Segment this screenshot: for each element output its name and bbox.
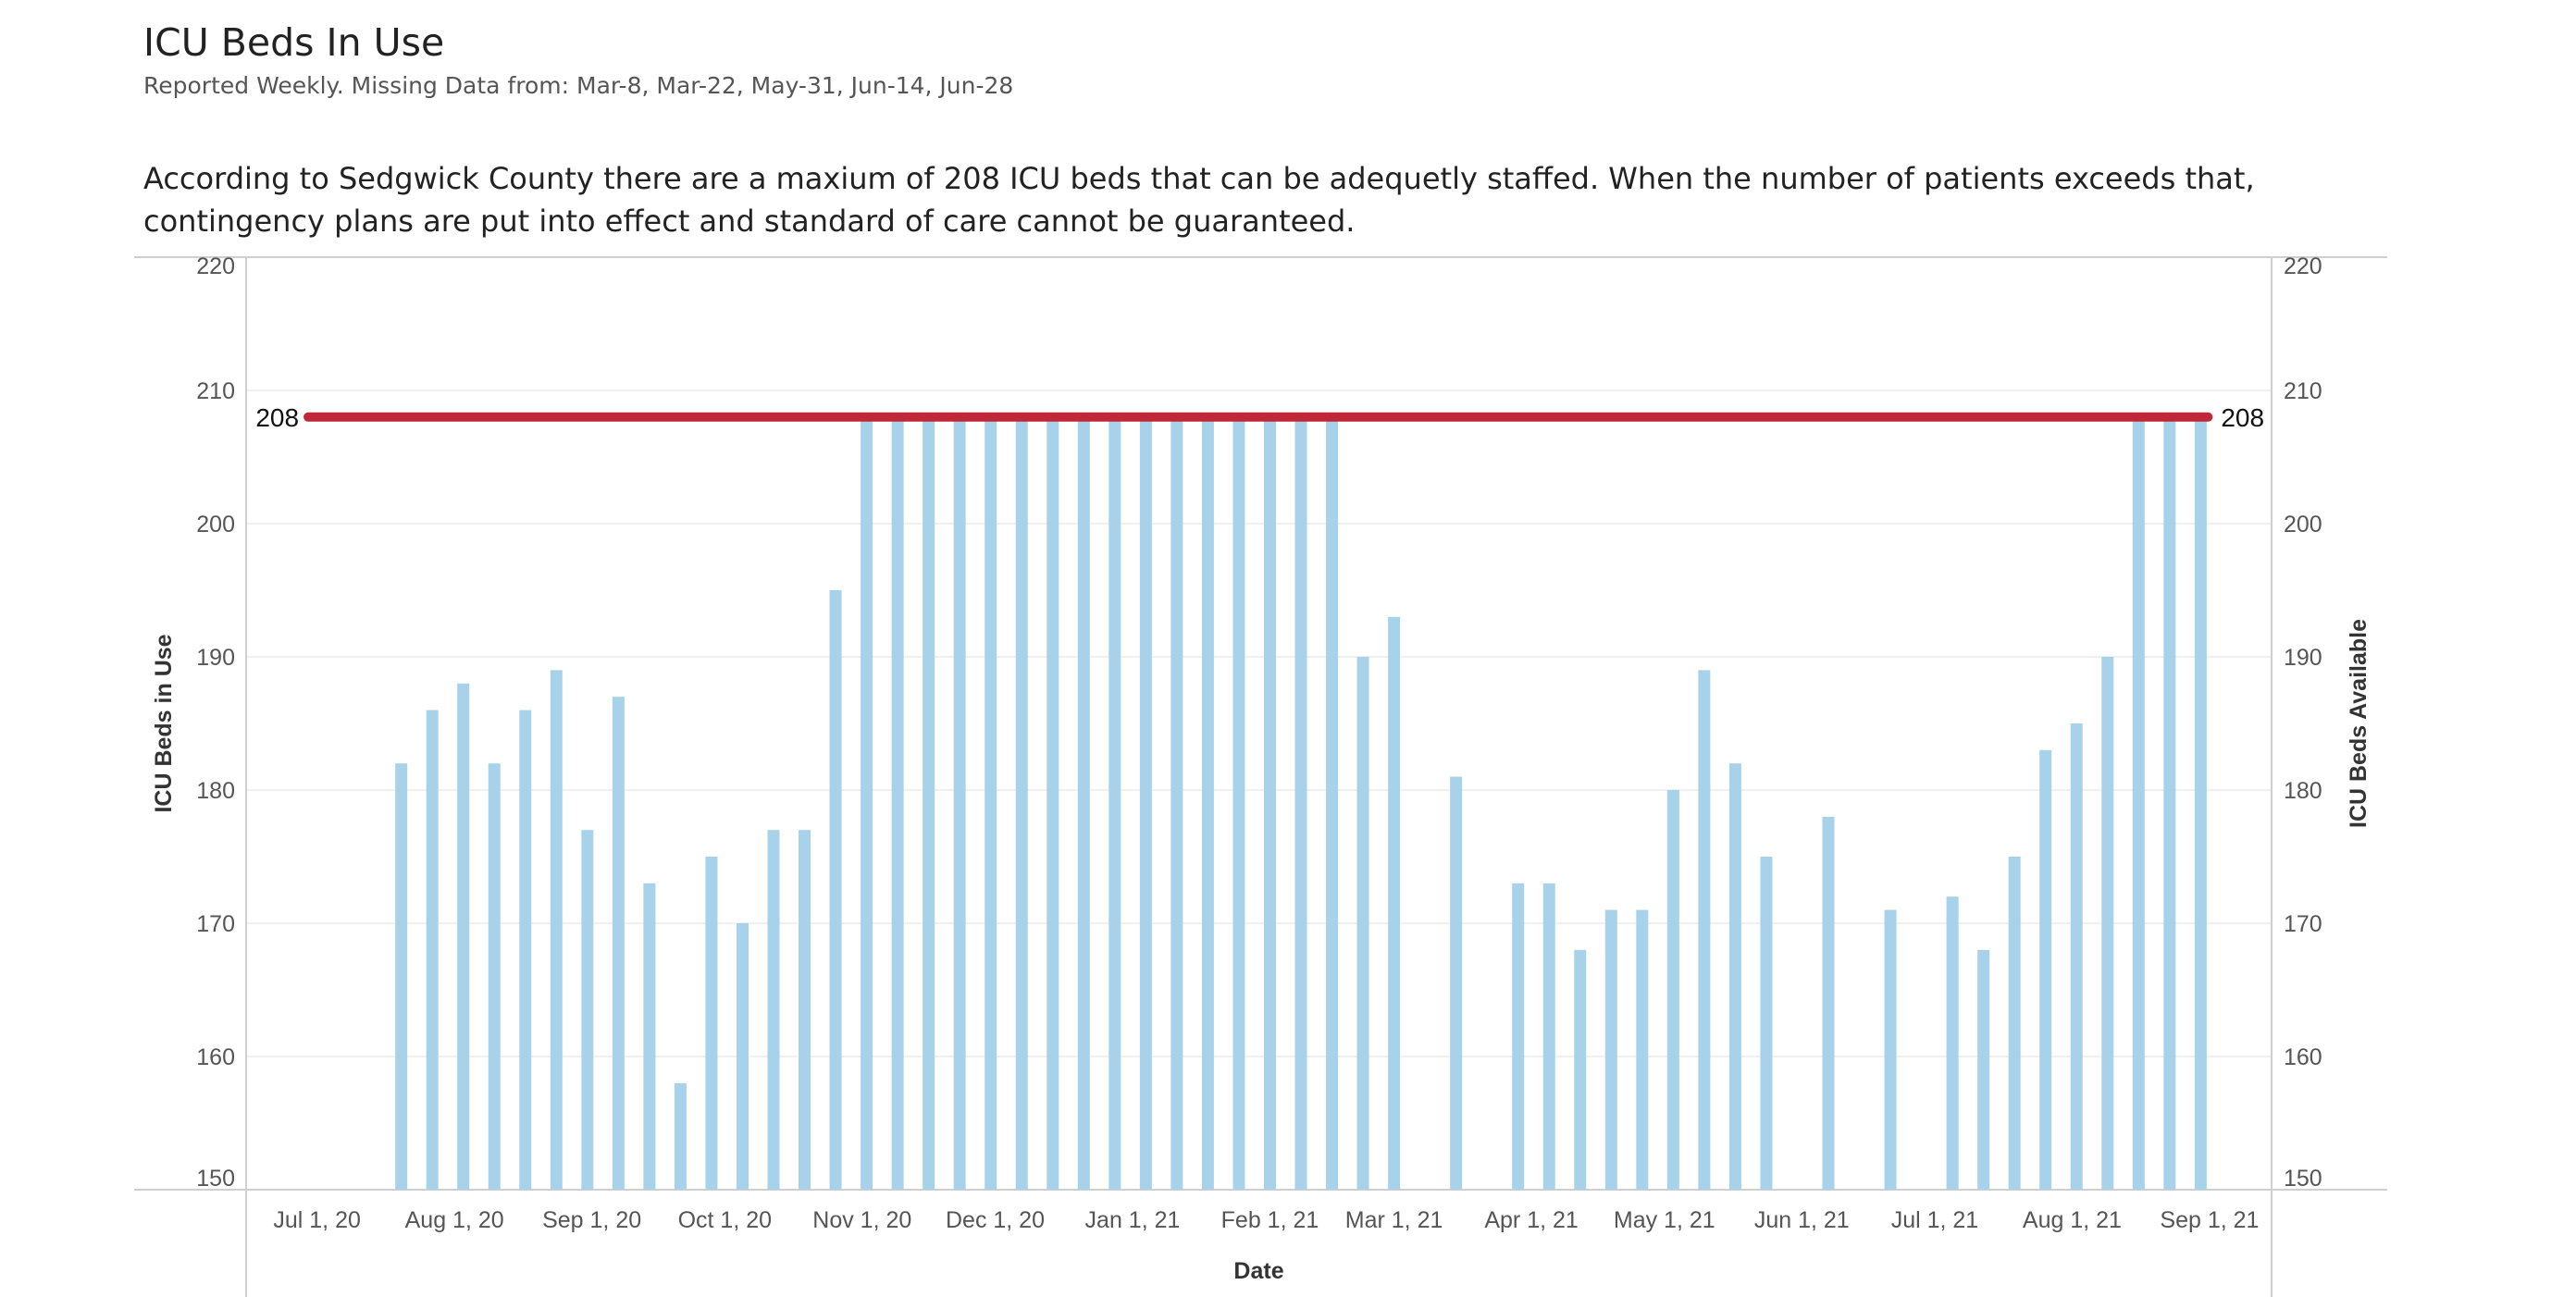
y-tick-label-right: 170 [2284, 911, 2322, 937]
bar [1356, 657, 1369, 1190]
x-tick-label: Jul 1, 20 [273, 1207, 361, 1233]
x-tick-label: Dec 1, 20 [946, 1207, 1045, 1233]
bar [488, 763, 501, 1190]
bar [1542, 883, 1555, 1190]
y-tick-label-left: 210 [196, 378, 235, 404]
x-tick-label: Jul 1, 21 [1891, 1207, 1979, 1233]
x-tick-label: Feb 1, 21 [1221, 1207, 1319, 1233]
x-tick-label: Oct 1, 20 [678, 1207, 772, 1233]
bar [1294, 416, 1307, 1190]
bar [1698, 670, 1711, 1190]
y-tick-label-left: 150 [196, 1166, 235, 1192]
bar [799, 830, 811, 1190]
y-tick-label-right: 160 [2284, 1044, 2322, 1070]
bar [1232, 416, 1245, 1190]
bar [1046, 416, 1059, 1190]
bar [643, 883, 656, 1190]
chart-subtitle: Reported Weekly. Missing Data from: Mar-… [143, 72, 1014, 99]
bar [953, 416, 966, 1190]
bar [861, 416, 873, 1190]
y-tick-label-left: 160 [196, 1044, 235, 1070]
bar [829, 590, 842, 1190]
bar [612, 697, 625, 1190]
y-tick-label-left: 220 [196, 253, 235, 279]
bar [985, 416, 997, 1190]
bar [1512, 883, 1525, 1190]
bar [395, 763, 408, 1190]
bar [1977, 949, 1990, 1190]
y-tick-label-right: 200 [2284, 512, 2322, 537]
x-tick-label: Aug 1, 21 [2023, 1207, 2122, 1233]
bar [1884, 909, 1897, 1190]
bar [705, 857, 718, 1190]
bar [1263, 416, 1276, 1190]
bar [1108, 416, 1121, 1190]
bar [2101, 657, 2114, 1190]
x-tick-label: Mar 1, 21 [1345, 1207, 1443, 1233]
chart-title: ICU Beds In Use [143, 20, 445, 65]
bar [426, 710, 439, 1190]
bar [1636, 909, 1649, 1190]
bar [1760, 857, 1773, 1190]
bar [1326, 416, 1339, 1190]
reference-label-right: 208 [2221, 403, 2264, 432]
bar [1822, 816, 1835, 1190]
bar [736, 923, 749, 1190]
bar [550, 670, 563, 1190]
y-tick-label-left: 180 [196, 778, 235, 804]
y-tick-label-right: 180 [2284, 778, 2322, 804]
x-tick-label: Nov 1, 20 [812, 1207, 911, 1233]
bar [891, 416, 904, 1190]
x-tick-label: Aug 1, 20 [405, 1207, 504, 1233]
bar [1201, 416, 1214, 1190]
bar [1604, 909, 1617, 1190]
bar [1015, 416, 1028, 1190]
y-tick-label-right: 190 [2284, 645, 2322, 671]
bar [1666, 790, 1679, 1190]
bar [2194, 416, 2207, 1190]
y-tick-label-right: 220 [2284, 253, 2322, 279]
x-tick-label: May 1, 21 [1614, 1207, 1715, 1233]
bar [1139, 416, 1152, 1190]
bar [1728, 763, 1741, 1190]
x-tick-label: Jun 1, 21 [1754, 1207, 1850, 1233]
chart-description: According to Sedgwick County there are a… [143, 161, 2255, 239]
y-tick-label-right: 150 [2284, 1166, 2322, 1192]
bar [2039, 749, 2052, 1190]
y-tick-label-left: 200 [196, 512, 235, 537]
bar [1388, 616, 1401, 1190]
bar [2163, 416, 2176, 1190]
bar [2070, 723, 2083, 1190]
y-tick-label-left: 190 [196, 645, 235, 671]
bar [457, 683, 470, 1190]
bar [1450, 776, 1463, 1190]
x-tick-label: Sep 1, 21 [2160, 1207, 2259, 1233]
bar [674, 1082, 687, 1190]
x-axis-title: Date [1233, 1258, 1283, 1284]
bar [519, 710, 532, 1190]
y-tick-label-right: 210 [2284, 378, 2322, 404]
reference-label-left: 208 [255, 403, 299, 432]
x-tick-label: Sep 1, 20 [542, 1207, 641, 1233]
bar [923, 416, 935, 1190]
y-axis-title-right: ICU Beds Available [2346, 619, 2372, 828]
bar [1077, 416, 1090, 1190]
y-axis-title-left: ICU Beds in Use [151, 634, 177, 812]
bar [581, 830, 594, 1190]
bar [1574, 949, 1587, 1190]
bar [767, 830, 780, 1190]
x-tick-label: Jan 1, 21 [1085, 1207, 1181, 1233]
bar [2132, 416, 2145, 1190]
x-tick-label: Apr 1, 21 [1484, 1207, 1578, 1233]
bar [2008, 857, 2021, 1190]
bar [1946, 896, 1959, 1190]
y-tick-label-left: 170 [196, 911, 235, 937]
bar [1170, 416, 1183, 1190]
